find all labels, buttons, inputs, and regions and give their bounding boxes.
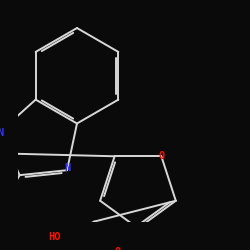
Text: HO: HO — [48, 232, 61, 242]
Text: N: N — [0, 128, 3, 138]
Text: N: N — [64, 163, 70, 173]
Text: O: O — [115, 247, 121, 250]
Text: O: O — [159, 151, 165, 161]
